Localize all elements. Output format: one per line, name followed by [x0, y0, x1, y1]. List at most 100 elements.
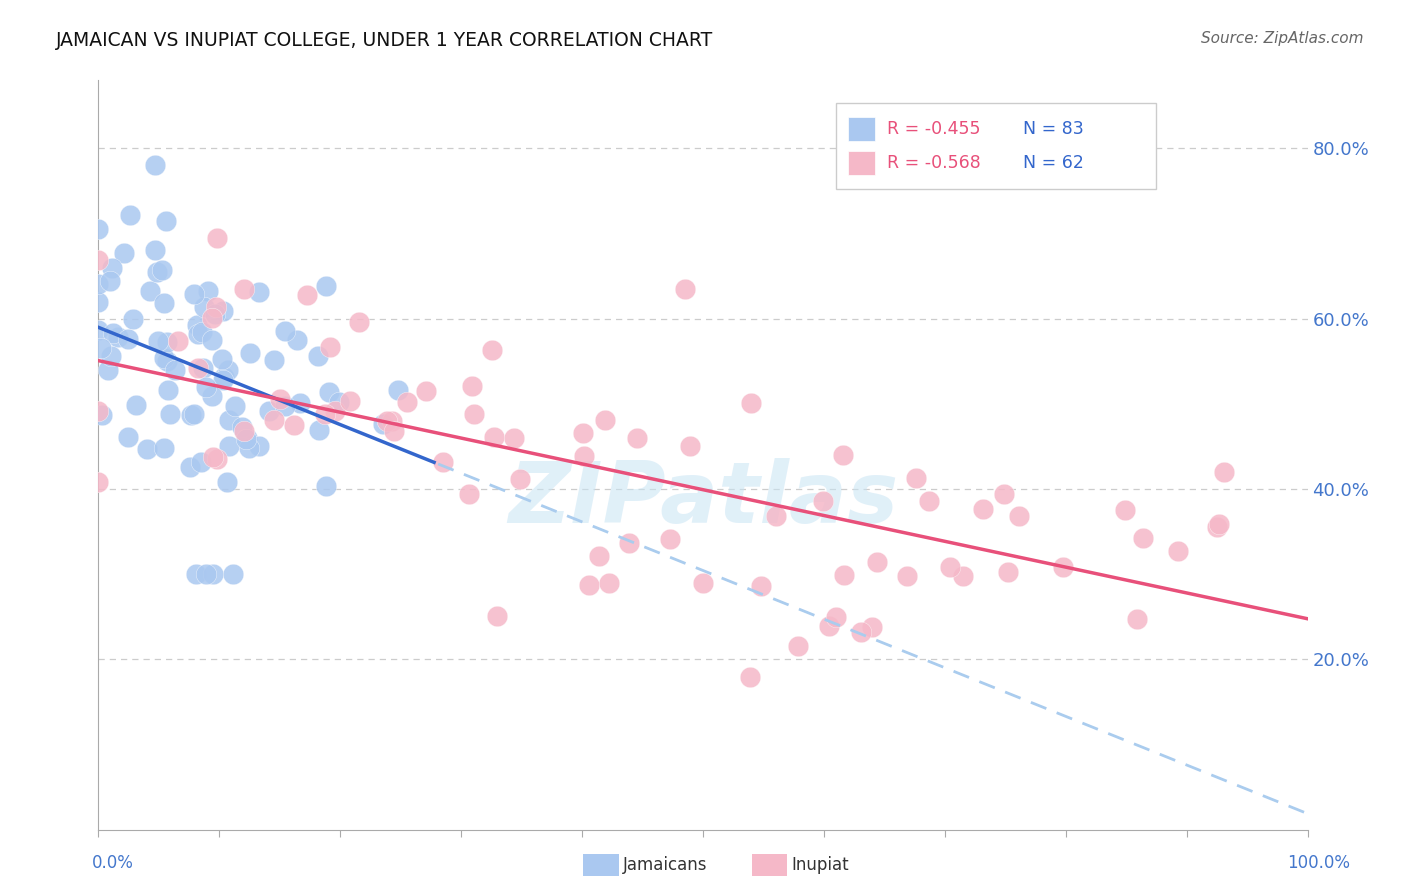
Point — [87, 222, 110, 236]
Point — [205, 231, 228, 245]
Point — [205, 452, 228, 467]
Point — [740, 395, 762, 409]
Point — [328, 394, 350, 409]
Point — [1132, 531, 1154, 545]
Point — [231, 420, 253, 434]
Point — [917, 494, 939, 508]
Point — [415, 384, 437, 399]
Point — [315, 279, 337, 293]
Point — [204, 307, 226, 321]
Point — [997, 565, 1019, 579]
Point — [167, 334, 190, 349]
Point — [952, 569, 974, 583]
Point — [740, 670, 762, 684]
Point — [143, 244, 166, 258]
Point — [120, 208, 142, 222]
Point — [387, 383, 409, 397]
Point — [97, 363, 120, 377]
Point — [463, 407, 485, 421]
Point — [211, 303, 233, 318]
Text: R = -0.455: R = -0.455 — [887, 120, 980, 138]
Point — [87, 252, 110, 267]
Point — [233, 424, 256, 438]
Point — [90, 408, 112, 422]
Point — [201, 311, 224, 326]
Point — [211, 373, 233, 387]
Point — [896, 569, 918, 583]
Point — [87, 322, 110, 336]
Point — [201, 389, 224, 403]
Point — [617, 536, 640, 550]
Point — [588, 549, 610, 563]
Point — [432, 455, 454, 469]
Point — [274, 399, 297, 413]
Text: Source: ZipAtlas.com: Source: ZipAtlas.com — [1201, 31, 1364, 46]
Point — [135, 442, 157, 456]
Point — [339, 394, 361, 409]
Bar — [848, 151, 875, 175]
Point — [314, 408, 336, 422]
Point — [235, 432, 257, 446]
Point — [269, 392, 291, 406]
Bar — [848, 117, 875, 141]
Point — [152, 351, 174, 365]
Point — [247, 285, 270, 299]
Point — [180, 408, 202, 422]
FancyBboxPatch shape — [837, 103, 1157, 189]
Point — [818, 619, 841, 633]
Point — [107, 330, 129, 344]
Point — [100, 261, 122, 276]
Point — [1208, 516, 1230, 531]
Point — [482, 429, 505, 443]
Point — [972, 502, 994, 516]
Point — [461, 379, 484, 393]
Point — [905, 471, 928, 485]
Point — [150, 263, 173, 277]
Point — [824, 610, 846, 624]
Point — [626, 431, 648, 445]
Point — [308, 423, 330, 437]
Point — [481, 343, 503, 357]
Text: Inupiat: Inupiat — [792, 856, 849, 874]
Point — [1212, 465, 1234, 479]
Point — [382, 424, 405, 438]
Point — [112, 246, 135, 260]
Point — [285, 333, 308, 347]
Point — [593, 412, 616, 426]
Point — [117, 332, 139, 346]
Text: 0.0%: 0.0% — [91, 855, 134, 872]
Point — [679, 438, 702, 452]
Point — [832, 568, 855, 582]
Point — [125, 398, 148, 412]
Point — [190, 325, 212, 339]
Point — [1114, 503, 1136, 517]
Point — [1206, 519, 1229, 533]
Point — [283, 418, 305, 433]
Point — [288, 396, 311, 410]
Point — [259, 403, 281, 417]
Point — [347, 315, 370, 329]
Point — [183, 287, 205, 301]
Point — [993, 486, 1015, 500]
Point — [163, 363, 186, 377]
Point — [152, 295, 174, 310]
Point — [87, 277, 110, 291]
Point — [187, 360, 209, 375]
Point — [233, 282, 256, 296]
Point — [239, 346, 262, 360]
Point — [509, 472, 531, 486]
Point — [121, 311, 143, 326]
Point — [191, 361, 214, 376]
Point — [765, 509, 787, 524]
Point — [1008, 509, 1031, 524]
Point — [145, 265, 167, 279]
Point — [457, 487, 479, 501]
Point — [217, 363, 239, 377]
Point — [139, 284, 162, 298]
Text: JAMAICAN VS INUPIAT COLLEGE, UNDER 1 YEAR CORRELATION CHART: JAMAICAN VS INUPIAT COLLEGE, UNDER 1 YEA… — [56, 31, 713, 50]
Point — [90, 341, 112, 355]
Point — [87, 475, 110, 489]
Point — [849, 625, 872, 640]
Point — [156, 335, 179, 350]
Point — [598, 575, 620, 590]
